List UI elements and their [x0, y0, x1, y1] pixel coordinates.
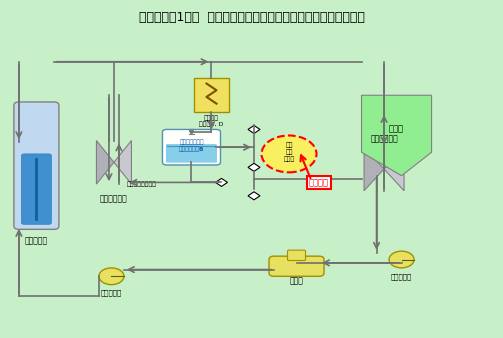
Text: 復水ポンプ: 復水ポンプ: [391, 273, 412, 280]
FancyBboxPatch shape: [14, 102, 59, 230]
Text: 高圧タービン: 高圧タービン: [100, 194, 128, 203]
Text: 蒸気発生器: 蒸気発生器: [25, 236, 48, 245]
Polygon shape: [114, 141, 131, 184]
Polygon shape: [97, 141, 114, 184]
Text: 復水器: 復水器: [389, 124, 404, 133]
Text: 当初判: 当初判: [283, 156, 295, 162]
Polygon shape: [248, 125, 260, 134]
Polygon shape: [362, 95, 432, 176]
Polygon shape: [364, 147, 384, 191]
Text: 給水ポンプ: 給水ポンプ: [101, 290, 122, 296]
FancyBboxPatch shape: [288, 250, 305, 261]
Text: 脱気器: 脱気器: [290, 276, 303, 285]
Text: 高圧給水加熱器へ: 高圧給水加熱器へ: [126, 181, 156, 187]
Polygon shape: [248, 163, 260, 171]
Text: 当該箇所: 当該箇所: [309, 178, 329, 187]
FancyBboxPatch shape: [162, 129, 220, 165]
FancyBboxPatch shape: [194, 78, 229, 112]
Circle shape: [262, 136, 316, 172]
Text: 低圧タービン: 低圧タービン: [370, 135, 398, 144]
Text: 不備
箇所: 不備 箇所: [285, 143, 293, 155]
FancyBboxPatch shape: [166, 144, 217, 163]
Circle shape: [389, 251, 414, 268]
FancyBboxPatch shape: [269, 256, 324, 276]
Polygon shape: [248, 192, 260, 200]
Text: 湿分分離
加熱器B, D: 湿分分離 加熱器B, D: [199, 115, 224, 127]
FancyBboxPatch shape: [22, 154, 51, 224]
Polygon shape: [384, 147, 404, 191]
Circle shape: [99, 268, 124, 285]
Polygon shape: [215, 178, 227, 187]
Text: 伊方発電所1号機  湿分分離加熱器ドレンタンクまわり系統概略図: 伊方発電所1号機 湿分分離加熱器ドレンタンクまわり系統概略図: [138, 11, 365, 24]
Text: 湿分分離加熱器
ドレンタンクB: 湿分分離加熱器 ドレンタンクB: [179, 140, 204, 151]
